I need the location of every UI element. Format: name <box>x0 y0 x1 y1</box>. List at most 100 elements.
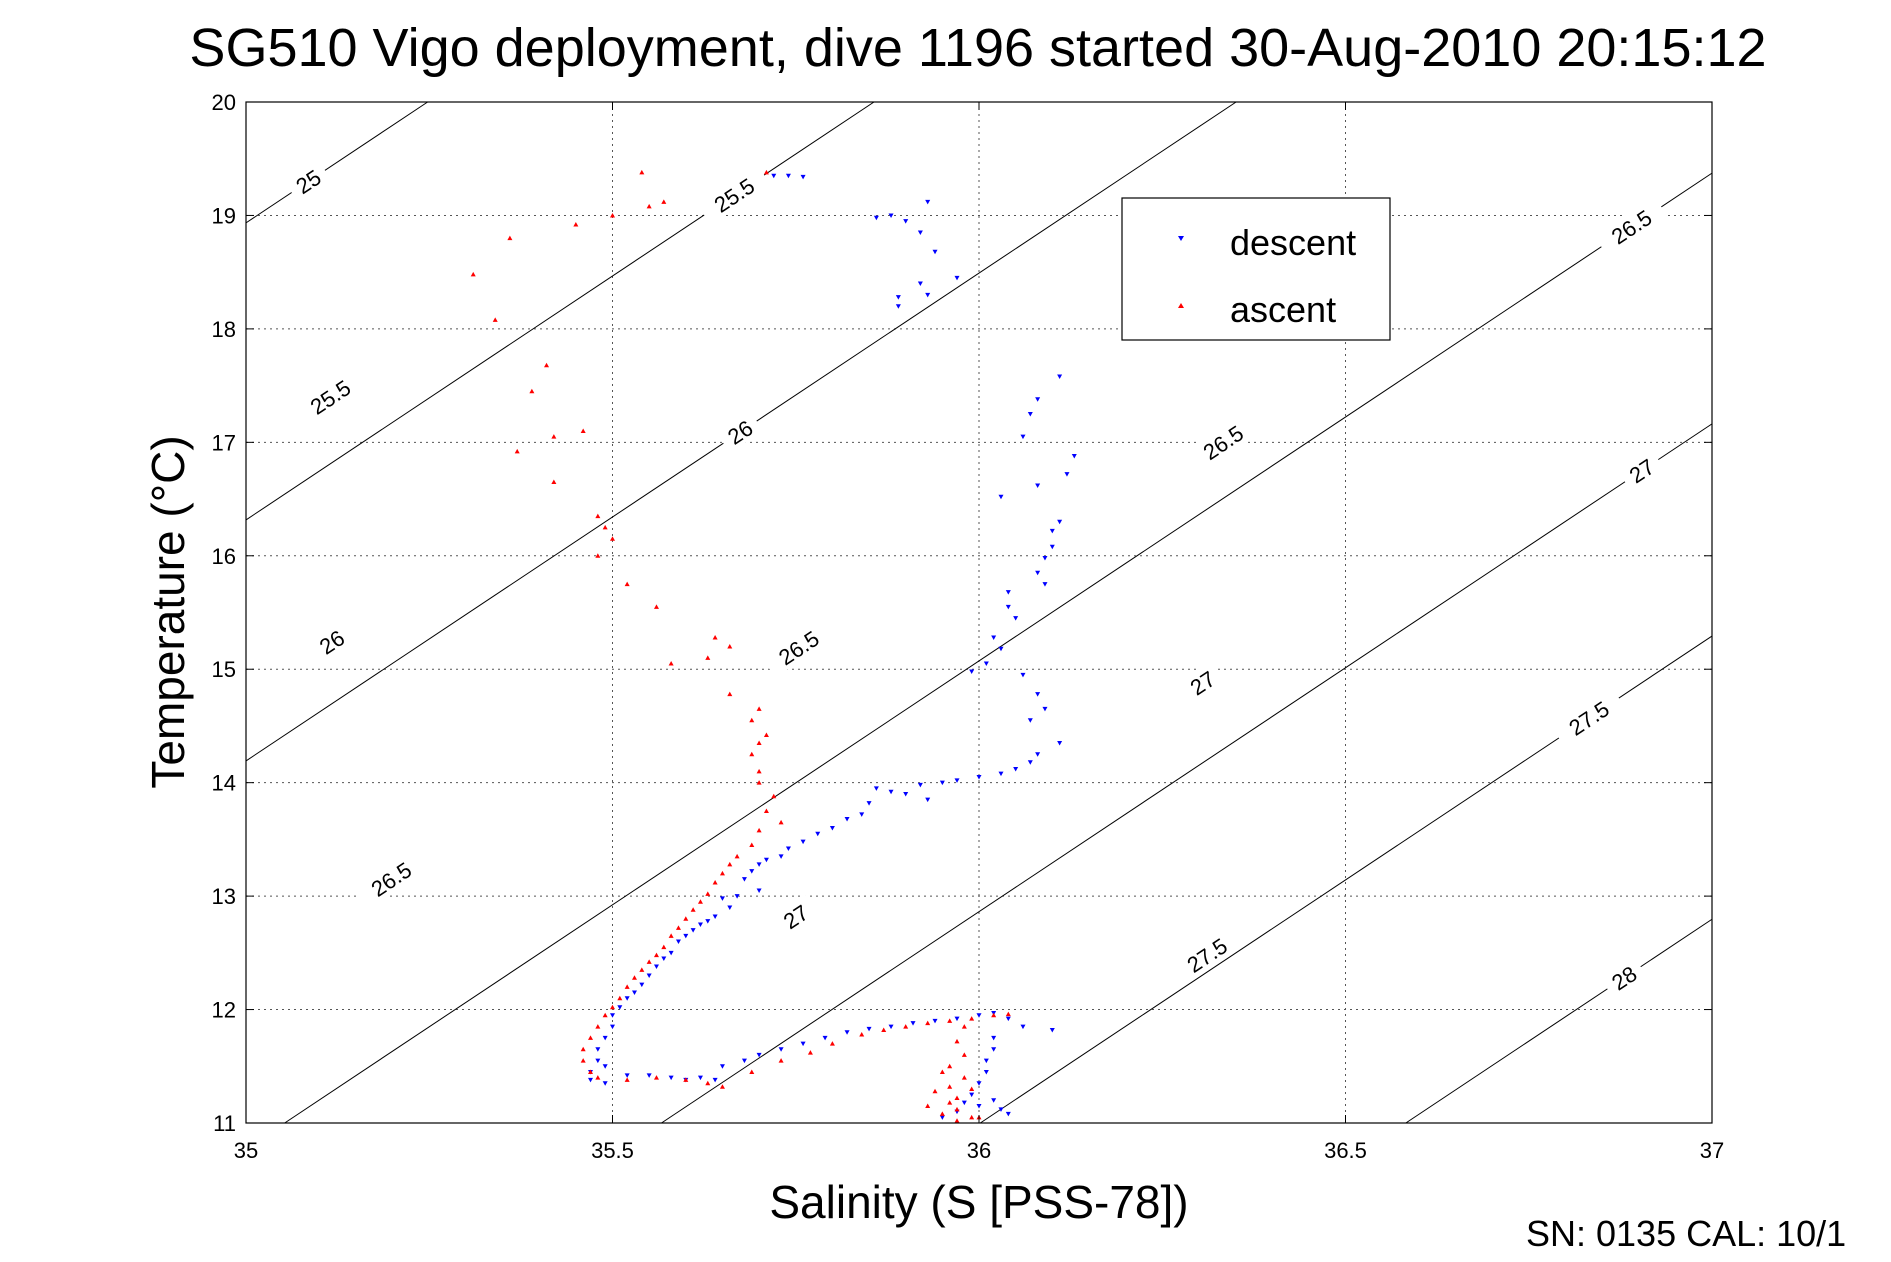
descent-point <box>705 919 711 924</box>
ascent-point <box>756 827 762 833</box>
descent-point <box>800 1041 806 1047</box>
ascent-point <box>829 1041 835 1046</box>
ascent-point <box>771 793 777 799</box>
ascent-point <box>778 819 784 825</box>
legend: descent ascent <box>1121 197 1391 341</box>
ascent-point <box>947 1063 953 1069</box>
descent-point <box>1049 544 1055 550</box>
contour-label: 26.5 <box>1593 195 1668 257</box>
descent-point <box>991 1098 997 1103</box>
descent-point <box>588 1077 594 1083</box>
descent-point <box>873 215 879 221</box>
ascent-point <box>969 1016 975 1021</box>
ascent-point <box>969 1086 975 1091</box>
descent-point <box>602 1064 608 1069</box>
y-tick-label: 17 <box>212 430 236 455</box>
descent-point <box>624 1073 630 1078</box>
ascent-point <box>939 1069 945 1074</box>
descent-point <box>859 812 865 817</box>
y-tick-label: 13 <box>212 884 236 909</box>
descent-point <box>1035 752 1041 757</box>
descent-point <box>917 281 923 287</box>
ascent-point <box>639 967 645 972</box>
descent-point <box>719 1064 725 1069</box>
descent-point <box>983 1058 989 1064</box>
descent-point <box>1020 672 1026 678</box>
contour-label: 27 <box>771 893 820 938</box>
contour-label-bg <box>1178 660 1226 704</box>
ascent-point <box>778 1058 784 1063</box>
descent-point <box>939 780 945 786</box>
ascent-point <box>947 1018 953 1023</box>
data-points <box>470 169 1077 1123</box>
y-tick-label: 14 <box>212 771 236 796</box>
descent-point <box>1005 1016 1011 1022</box>
contour-label-bg <box>771 893 820 938</box>
ascent-point <box>610 212 615 218</box>
ascent-point <box>588 1069 594 1074</box>
contour-label: 26 <box>715 409 764 454</box>
ascent-point <box>624 984 630 989</box>
ascent-point <box>954 1106 960 1112</box>
contour-label: 25 <box>283 158 332 203</box>
ascent-point <box>719 870 725 876</box>
descent-point <box>998 771 1004 777</box>
descent-point <box>917 230 923 235</box>
descent-point <box>683 933 689 939</box>
descent-point <box>998 494 1004 500</box>
ascent-point <box>961 1052 967 1057</box>
ascent-point <box>954 1038 960 1044</box>
ascent-point <box>595 1075 601 1080</box>
ascent-point <box>610 536 615 541</box>
descent-point <box>888 789 894 795</box>
density-contours: 25 25.525.5262626.526.526.526.527272727.5… <box>245 101 1713 1124</box>
y-axis-label: Temperature (°C) <box>142 435 194 788</box>
descent-point <box>1027 718 1033 723</box>
descent-point <box>976 1103 982 1109</box>
contour-line-27 <box>661 423 1713 1124</box>
contour-line-25 <box>245 101 428 224</box>
ascent-point <box>470 271 476 277</box>
descent-point <box>1020 1024 1026 1030</box>
contour-line-25.5 <box>245 101 875 521</box>
descent-point <box>954 778 960 783</box>
ascent-point <box>675 925 681 930</box>
descent-point <box>1042 556 1048 561</box>
contour-line-26.5 <box>284 172 1713 1124</box>
descent-point <box>925 199 931 205</box>
descent-point <box>954 275 960 281</box>
descent-point <box>969 1092 975 1098</box>
descent-point <box>617 1005 623 1010</box>
descent-point <box>866 801 872 806</box>
descent-point <box>1005 604 1011 610</box>
legend-descent-label: descent <box>1230 222 1356 263</box>
ascent-point <box>653 604 659 609</box>
ascent-point <box>763 732 769 738</box>
contour-label: 27.5 <box>1551 686 1626 748</box>
descent-point <box>778 1047 784 1052</box>
descent-point <box>631 990 637 996</box>
descent-point <box>749 869 755 874</box>
ascent-point <box>932 1088 938 1094</box>
ascent-point <box>653 952 659 958</box>
descent-point <box>756 862 762 867</box>
contour-line-28 <box>1405 918 1713 1124</box>
descent-point <box>1005 590 1011 595</box>
legend-descent-marker <box>1178 236 1184 241</box>
descent-point <box>844 1030 850 1035</box>
descent-point <box>734 894 740 899</box>
descent-point <box>741 1058 747 1064</box>
descent-point <box>983 1069 989 1075</box>
x-tick-label: 36.5 <box>1324 1138 1367 1163</box>
descent-point <box>697 922 703 927</box>
descent-point <box>844 816 850 822</box>
ascent-point <box>551 434 557 439</box>
ascent-point <box>719 1084 725 1089</box>
descent-point <box>925 797 931 803</box>
descent-point <box>800 839 806 845</box>
axis-ticks: 35 35.5 36 36.5 37 11 12 13 14 15 16 17 18 19 20 <box>212 90 1725 1163</box>
ascent-point <box>961 1024 967 1029</box>
descent-point <box>829 826 835 831</box>
descent-point <box>785 173 791 179</box>
ascent-point <box>749 717 755 723</box>
